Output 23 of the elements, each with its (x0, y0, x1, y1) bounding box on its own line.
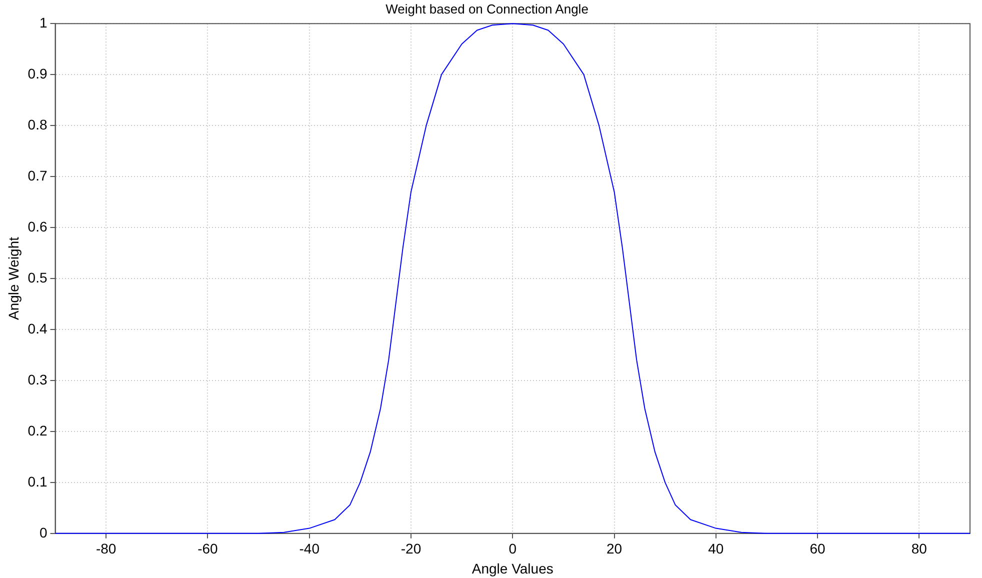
y-axis-title: Angle Weight (5, 236, 22, 320)
x-tick-label: 40 (708, 540, 724, 557)
x-tick-label: 80 (911, 540, 928, 557)
y-tick-label: 0.4 (28, 320, 48, 336)
x-tick-label: -60 (198, 540, 218, 557)
y-tick-label: 0 (39, 524, 48, 540)
y-tick-label: 1 (39, 14, 48, 30)
y-tick-label: 0.1 (28, 473, 48, 490)
chart-title: Weight based on Connection Angle (386, 1, 588, 16)
x-axis-title: Angle Values (472, 560, 554, 576)
x-tick-label: -80 (96, 540, 116, 557)
y-tick-label: 0.8 (28, 116, 48, 132)
x-tick-label: 20 (606, 540, 622, 557)
x-tick-label: -40 (299, 540, 320, 557)
x-tick-label: 0 (508, 540, 517, 557)
y-tick-label: 0.3 (28, 371, 48, 388)
y-tick-label: 0.6 (28, 218, 48, 234)
x-tick-label: 60 (810, 540, 826, 557)
x-tick-label: -20 (400, 540, 422, 557)
y-tick-label: 0.9 (28, 65, 48, 82)
y-tick-label: 0.2 (28, 422, 48, 438)
y-tick-label: 0.7 (28, 167, 48, 184)
y-tick-label: 0.5 (28, 269, 48, 286)
